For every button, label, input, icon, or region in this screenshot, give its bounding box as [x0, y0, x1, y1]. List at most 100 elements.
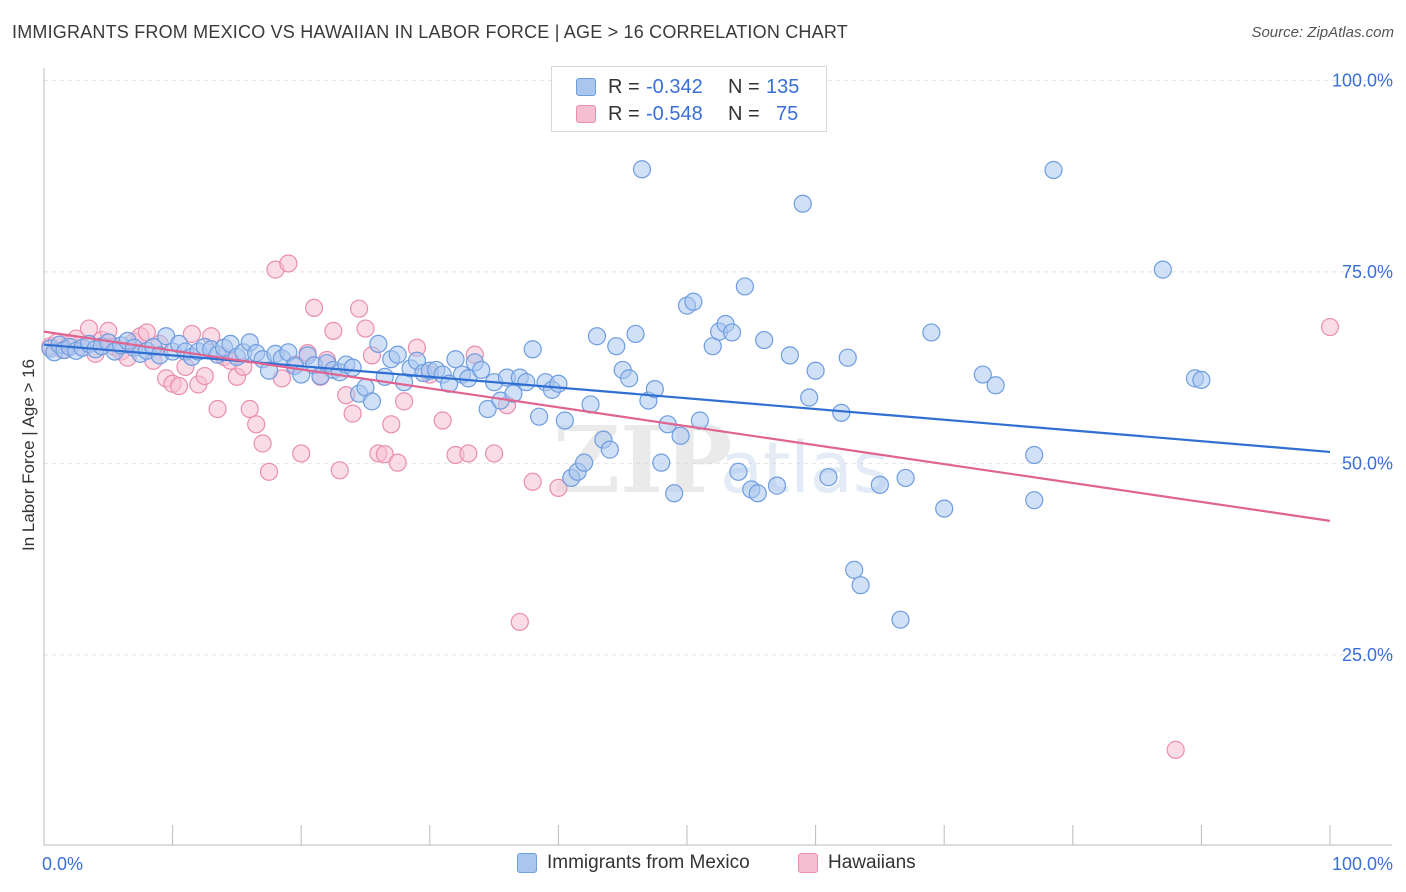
data-point — [330, 461, 349, 480]
bottom-legend: Immigrants from Mexico Hawaiians — [0, 852, 1406, 878]
mexico-points — [41, 160, 1211, 629]
data-point — [729, 462, 748, 481]
data-point — [748, 484, 767, 503]
data-point — [645, 379, 664, 399]
data-point — [549, 478, 568, 498]
legend-n-value: 75 — [776, 102, 799, 125]
bottom-legend-swatch-blue — [517, 853, 537, 873]
data-point — [671, 426, 690, 445]
data-point — [806, 361, 825, 380]
data-point — [485, 444, 504, 463]
data-point — [832, 403, 851, 422]
legend-r-value: -0.548 — [646, 102, 703, 125]
bottom-legend-mexico[interactable]: Immigrants from Mexico — [517, 852, 750, 874]
data-point — [208, 399, 227, 419]
legend-r-label: R = — [608, 75, 640, 98]
data-point — [510, 612, 529, 632]
data-point — [240, 399, 259, 419]
data-point — [896, 468, 915, 488]
x-tick-label: 0.0% — [42, 854, 83, 874]
trend-line-hawaiians — [43, 330, 1331, 522]
legend-n-label: N = — [728, 75, 760, 98]
data-point — [349, 299, 369, 318]
data-point — [517, 373, 536, 392]
data-point — [665, 484, 684, 503]
data-point — [433, 411, 452, 430]
data-point — [472, 360, 491, 380]
data-point — [459, 444, 478, 463]
bottom-legend-label: Immigrants from Mexico — [547, 852, 750, 873]
bottom-legend-swatch-pink — [798, 853, 818, 873]
data-point — [292, 444, 311, 463]
data-point — [780, 346, 799, 365]
data-point — [1025, 491, 1044, 510]
legend-r-value: -0.342 — [646, 75, 703, 98]
bottom-legend-label: Hawaiians — [828, 852, 916, 873]
data-point — [793, 194, 812, 213]
bottom-legend-hawaiians[interactable]: Hawaiians — [798, 852, 916, 874]
data-point — [478, 399, 497, 419]
legend-n-value: 135 — [766, 75, 800, 98]
axes — [43, 68, 1392, 846]
data-point — [1166, 740, 1185, 759]
legend-swatch-blue — [576, 78, 596, 96]
data-point — [851, 576, 870, 595]
chart-title: IMMIGRANTS FROM MEXICO VS HAWAIIAN IN LA… — [12, 22, 848, 42]
data-point — [626, 324, 645, 344]
data-point — [767, 476, 787, 495]
data-point — [169, 376, 189, 396]
data-point — [1192, 370, 1211, 390]
data-point — [382, 415, 401, 434]
data-point — [935, 499, 954, 518]
data-point — [304, 298, 324, 318]
y-tick-label: 100.0% — [1332, 70, 1393, 90]
data-point — [1044, 160, 1063, 180]
legend-r-label: R = — [608, 102, 640, 125]
data-point — [891, 610, 910, 629]
data-point — [388, 453, 407, 472]
data-point — [620, 369, 639, 388]
data-point — [845, 560, 864, 579]
data-point — [279, 254, 298, 273]
data-point — [247, 415, 266, 434]
data-point — [722, 323, 742, 342]
data-point — [343, 358, 362, 377]
data-point — [182, 324, 201, 344]
data-point — [632, 160, 652, 179]
data-point — [922, 323, 941, 342]
legend-swatch-pink — [576, 105, 596, 123]
x-tick-label: 100.0% — [1332, 854, 1393, 874]
data-point — [652, 453, 671, 472]
data-point — [819, 468, 838, 487]
data-point — [986, 376, 1005, 395]
data-point — [587, 327, 607, 346]
source-attribution: Source: ZipAtlas.com — [1251, 24, 1394, 41]
y-tick-label: 75.0% — [1342, 262, 1393, 282]
legend-row-mexico: R = -0.342 N = 135 — [576, 74, 799, 100]
y-axis-label: In Labor Force | Age > 16 — [19, 359, 38, 551]
data-point — [800, 388, 819, 407]
data-point — [343, 404, 362, 423]
data-point — [684, 292, 703, 311]
data-point — [600, 440, 619, 459]
data-point — [555, 411, 574, 430]
trend-lines — [43, 330, 1331, 522]
legend-row-hawaiians: R = -0.548 N = 75 — [576, 101, 798, 127]
data-point — [870, 475, 890, 494]
data-point — [1320, 317, 1340, 337]
data-point — [195, 366, 214, 386]
y-tick-label: 25.0% — [1342, 645, 1393, 665]
data-point — [755, 330, 774, 350]
data-point — [253, 434, 272, 453]
legend: R = -0.342 N = 135 R = -0.548 N = 75 — [551, 66, 827, 132]
data-point — [362, 392, 382, 411]
data-point — [446, 350, 465, 369]
data-point — [504, 384, 523, 403]
watermark: ZIP atlas — [553, 406, 889, 514]
tick-labels: 25.0% 50.0% 75.0% 100.0% 0.0% 100.0% — [42, 70, 1393, 874]
legend-n-label: N = — [728, 102, 760, 125]
data-point — [259, 462, 279, 481]
data-point — [523, 340, 542, 359]
data-point — [549, 374, 568, 393]
data-point — [575, 453, 594, 472]
